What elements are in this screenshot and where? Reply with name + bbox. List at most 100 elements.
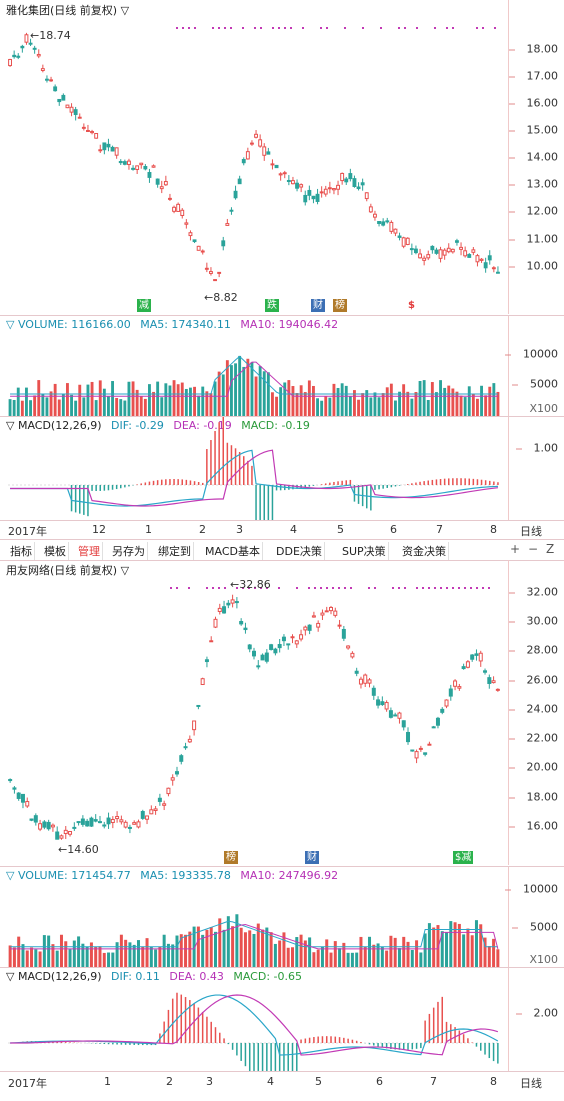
marker-dot bbox=[422, 587, 424, 589]
tab-indicator[interactable]: 指标 bbox=[8, 542, 35, 560]
marker-dot bbox=[338, 587, 340, 589]
candle-body bbox=[140, 811, 145, 819]
tab-bind-to[interactable]: 绑定到 bbox=[156, 542, 194, 560]
tab-save-as[interactable]: 另存为 bbox=[110, 542, 148, 560]
period-label[interactable]: 日线 bbox=[520, 1077, 542, 1090]
volume-bar bbox=[102, 388, 106, 416]
candle-body bbox=[33, 815, 38, 823]
volume-bar bbox=[333, 941, 337, 967]
bottom-macd-chart[interactable] bbox=[0, 968, 509, 1071]
volume-bar bbox=[21, 944, 25, 967]
volume-bar bbox=[197, 395, 201, 416]
top-volume-panel: ▽ VOLUME: 116166.00 MA5: 174340.11 MA10:… bbox=[0, 315, 564, 416]
volume-bar bbox=[74, 400, 78, 416]
x-label: 5 bbox=[315, 1075, 322, 1088]
candle-body bbox=[495, 688, 500, 691]
volume-bar bbox=[111, 381, 114, 416]
candle-body bbox=[356, 186, 361, 190]
candle-body bbox=[12, 787, 17, 790]
candle-body bbox=[320, 612, 325, 616]
volume-bar bbox=[149, 946, 153, 967]
event-marker[interactable]: 财 bbox=[311, 299, 325, 312]
volume-bar bbox=[415, 940, 419, 967]
volume-bar bbox=[436, 925, 440, 967]
candle-body bbox=[311, 195, 316, 200]
bottom-volume-legend: ▽ VOLUME: 171454.77 MA5: 193335.78 MA10:… bbox=[6, 869, 344, 882]
marker-dot bbox=[494, 27, 496, 29]
marker-dot bbox=[230, 27, 232, 29]
tab-template[interactable]: 模板 bbox=[42, 542, 69, 560]
candle-body bbox=[281, 636, 286, 642]
event-marker[interactable]: 减 bbox=[137, 299, 151, 312]
volume-bar bbox=[299, 934, 303, 967]
volume-bar bbox=[176, 384, 180, 416]
volume-bar bbox=[193, 386, 196, 416]
zoom-out-button[interactable]: − bbox=[528, 542, 539, 556]
top-volume-chart[interactable] bbox=[0, 316, 509, 416]
candle-body bbox=[286, 179, 291, 182]
volume-bar bbox=[291, 386, 295, 416]
volume-bar bbox=[457, 923, 461, 967]
tab-dde[interactable]: DDE决策 bbox=[274, 542, 325, 560]
volume-bar bbox=[205, 929, 209, 967]
event-marker[interactable]: $减 bbox=[453, 851, 474, 864]
candle-body bbox=[147, 172, 152, 178]
candle-body bbox=[397, 235, 402, 238]
candle-body bbox=[341, 628, 346, 639]
event-marker[interactable]: 跌 bbox=[265, 299, 279, 312]
bottom-candlestick-chart[interactable] bbox=[0, 560, 509, 865]
candle-body bbox=[414, 751, 419, 759]
x-label: 6 bbox=[390, 523, 397, 536]
candle-body bbox=[371, 687, 376, 696]
period-label[interactable]: 日线 bbox=[520, 525, 542, 538]
tab-manage[interactable]: 管理 bbox=[76, 542, 103, 560]
event-marker[interactable]: $ bbox=[408, 300, 415, 311]
candle-body bbox=[483, 262, 488, 269]
volume-bar bbox=[291, 947, 295, 967]
candle-body bbox=[46, 821, 51, 830]
candle-body bbox=[311, 615, 316, 618]
volume-bar bbox=[439, 380, 442, 416]
volume-bar bbox=[488, 386, 492, 416]
candle-body bbox=[93, 819, 98, 822]
top-candlestick-chart[interactable] bbox=[0, 0, 509, 314]
tab-macd-basic[interactable]: MACD基本 bbox=[203, 542, 263, 560]
event-marker[interactable]: 财 bbox=[305, 851, 319, 864]
candle-body bbox=[72, 826, 77, 829]
candle-body bbox=[393, 228, 398, 234]
candle-body bbox=[247, 644, 252, 650]
volume-bar bbox=[38, 951, 42, 967]
volume-bar bbox=[33, 395, 37, 416]
z-button[interactable]: Z bbox=[546, 542, 555, 556]
volume-bar bbox=[426, 399, 430, 416]
candle-body bbox=[204, 659, 209, 663]
volume-bar bbox=[346, 952, 350, 967]
volume-bar bbox=[394, 400, 397, 416]
candle-body bbox=[426, 254, 431, 259]
volume-bar bbox=[42, 935, 46, 967]
macd-dif-line bbox=[10, 449, 498, 507]
tab-sup[interactable]: SUP决策 bbox=[340, 542, 389, 560]
x-label: 8 bbox=[490, 1075, 497, 1088]
bottom-volume-chart[interactable] bbox=[0, 867, 509, 967]
event-marker[interactable]: 榜 bbox=[224, 851, 238, 864]
volume-bar bbox=[81, 943, 85, 967]
candle-body bbox=[291, 180, 295, 185]
marker-dot bbox=[254, 587, 256, 589]
volume-bar bbox=[213, 931, 217, 967]
volume-bar bbox=[338, 948, 342, 967]
tab-fund[interactable]: 资金决策 bbox=[400, 542, 449, 560]
event-marker[interactable]: 榜 bbox=[333, 299, 347, 312]
volume-bar bbox=[128, 942, 132, 967]
candle-body bbox=[258, 139, 263, 147]
zoom-in-button[interactable]: + bbox=[510, 542, 521, 556]
candle-body bbox=[110, 818, 115, 824]
y-tick: 13.00 bbox=[508, 177, 558, 191]
y-tick: 26.00 bbox=[508, 673, 558, 687]
candle-body bbox=[324, 610, 329, 613]
volume-ma5-line bbox=[10, 920, 498, 948]
candle-body bbox=[256, 665, 261, 668]
volume-bar bbox=[82, 397, 86, 416]
top-macd-chart[interactable] bbox=[0, 417, 509, 520]
y-tick: 28.00 bbox=[508, 643, 558, 657]
